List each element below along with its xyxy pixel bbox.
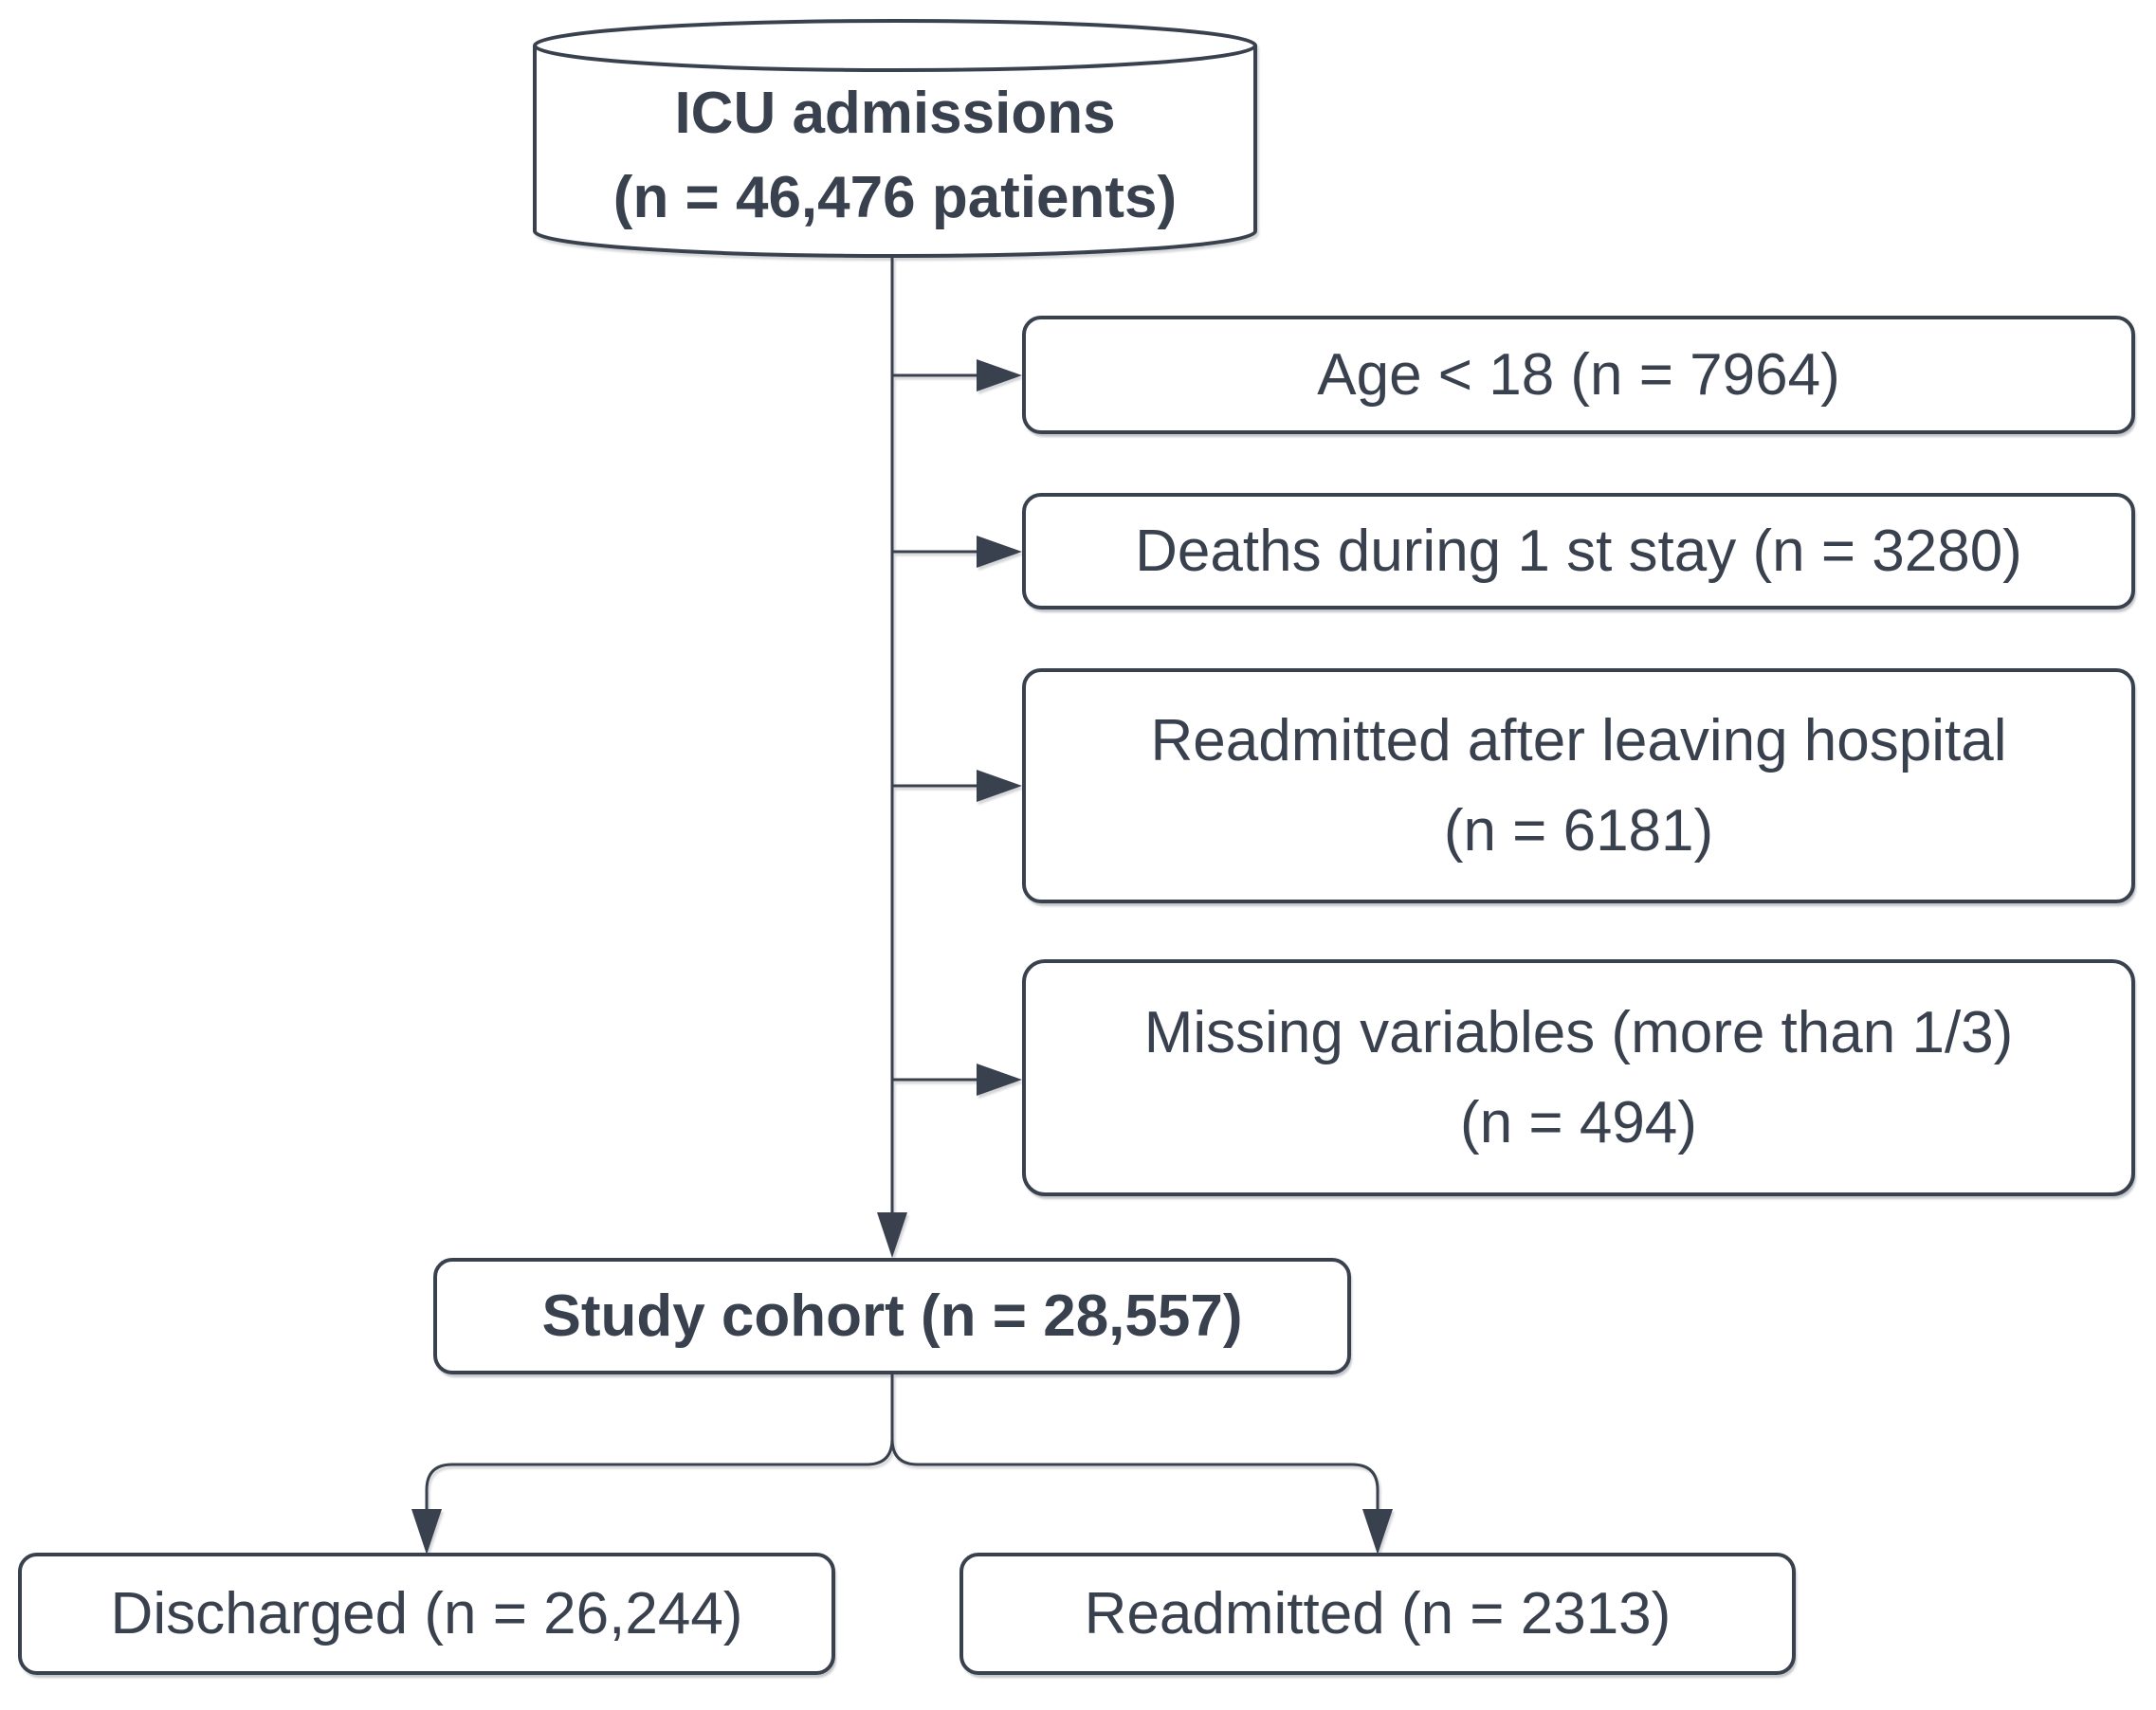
exclusion-readmitted-line-2: (n = 6181) [1443,798,1714,864]
arrowhead-cohort [877,1212,907,1258]
arrowhead-readmitted-hospital [977,770,1022,802]
exclusion-readmitted-line-1: Readmitted after leaving hospital [1150,708,2007,773]
exclusion-deaths-label: Deaths during 1 st stay (n = 3280) [1135,518,2022,584]
exclusion-box-readmitted-hospital: Readmitted after leaving hospital (n = 6… [1022,668,2135,903]
exclusion-age-label: Age < 18 (n = 7964) [1317,342,1840,408]
arrowhead-readmitted [1362,1509,1393,1555]
arrowhead-missing [977,1064,1022,1096]
source-line-2: (n = 46,476 patients) [612,165,1178,230]
study-cohort-box: Study cohort (n = 28,557) [433,1258,1351,1374]
cylinder-body [533,45,1257,258]
arrowhead-deaths [977,536,1022,568]
cylinder-shape [533,19,1257,258]
arrowhead-discharged [411,1509,442,1555]
exclusion-box-deaths: Deaths during 1 st stay (n = 3280) [1022,493,2135,609]
exclusion-box-age: Age < 18 (n = 7964) [1022,316,2135,434]
outcome-box-discharged: Discharged (n = 26,244) [18,1553,835,1675]
outcome-box-readmitted: Readmitted (n = 2313) [959,1553,1796,1675]
arrowhead-age [977,359,1022,391]
discharged-label: Discharged (n = 26,244) [110,1581,743,1646]
readmitted-label: Readmitted (n = 2313) [1084,1581,1672,1646]
split-right-line [890,1374,1379,1511]
source-line-1: ICU admissions [674,81,1116,146]
study-cohort-label: Study cohort (n = 28,557) [541,1283,1243,1349]
exclusion-box-missing-variables: Missing variables (more than 1/3) (n = 4… [1022,959,2135,1196]
exclusion-missing-line-2: (n = 494) [1460,1090,1697,1155]
split-left-line [425,1374,894,1511]
cylinder-top-rim [533,19,1257,72]
exclusion-missing-line-1: Missing variables (more than 1/3) [1143,1000,2014,1065]
source-node-label: ICU admissions (n = 46,476 patients) [535,78,1255,233]
